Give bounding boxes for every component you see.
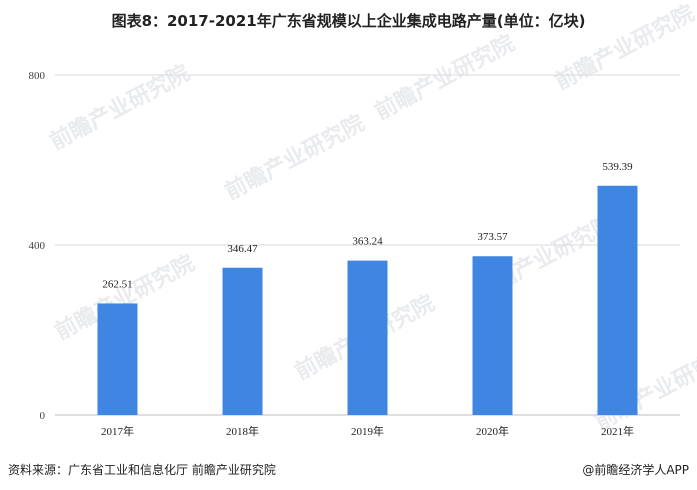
data-label: 363.24 bbox=[352, 236, 383, 248]
chart-title: 图表8：2017-2021年广东省规模以上企业集成电路产量(单位：亿块) bbox=[111, 12, 586, 30]
x-tick-label: 2018年 bbox=[226, 424, 259, 438]
bars bbox=[97, 185, 638, 415]
watermark-text: 前瞻产业研究院 bbox=[221, 110, 369, 205]
data-label: 539.39 bbox=[602, 161, 633, 173]
data-label: 346.47 bbox=[227, 243, 258, 255]
x-tick-label: 2021年 bbox=[601, 424, 634, 438]
bar-2020年 bbox=[472, 256, 513, 415]
y-tick-label: 0 bbox=[40, 410, 46, 422]
watermark-text: 前瞻产业研究院 bbox=[46, 60, 194, 155]
x-tick-label: 2019年 bbox=[351, 424, 384, 438]
y-axis-ticks: 0 400 800 bbox=[29, 70, 46, 422]
data-label: 262.51 bbox=[102, 278, 132, 290]
y-tick-label: 400 bbox=[29, 240, 46, 252]
brand-credit: @前瞻经济学人APP bbox=[582, 463, 689, 477]
x-tick-label: 2017年 bbox=[101, 424, 134, 438]
x-axis-labels: 2017年 2018年 2019年 2020年 2021年 bbox=[101, 424, 634, 438]
watermark-text: 前瞻产业研究院 bbox=[551, 0, 697, 95]
y-tick-label: 800 bbox=[29, 70, 46, 82]
source-note: 资料来源：广东省工业和信息化厅 前瞻产业研究院 bbox=[8, 463, 276, 477]
bar-2018年 bbox=[222, 267, 263, 415]
data-label: 373.57 bbox=[477, 231, 508, 243]
x-tick-label: 2020年 bbox=[476, 424, 509, 438]
bar-2017年 bbox=[97, 303, 138, 415]
bar-2019年 bbox=[347, 260, 388, 415]
watermark-text: 前瞻产业研究院 bbox=[371, 30, 519, 125]
data-labels: 262.51 346.47 363.24 373.57 539.39 bbox=[102, 161, 633, 291]
bar-2021年 bbox=[597, 185, 638, 415]
